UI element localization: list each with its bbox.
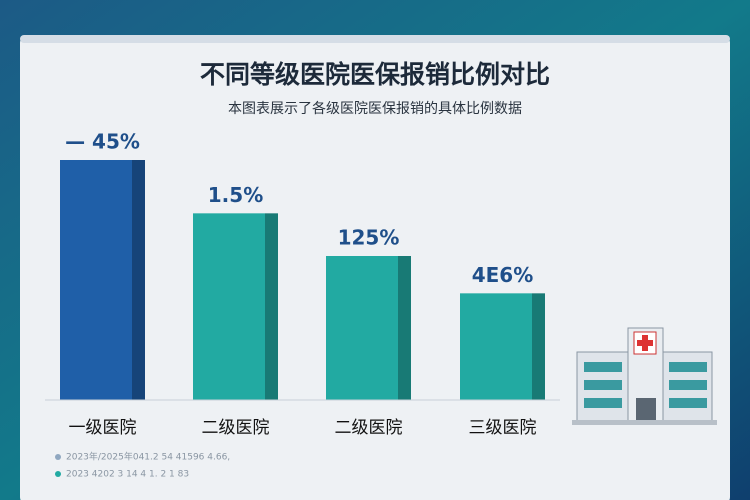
card-top (20, 35, 730, 43)
hospital-icon (572, 327, 717, 425)
chart-title: 不同等级医院医保报销比例对比 (200, 60, 550, 89)
bar-annotation: 4E6% (472, 263, 534, 287)
bar (193, 213, 265, 400)
bar (326, 256, 398, 400)
bar-side (532, 293, 545, 400)
chart-subtitle: 本图表展示了各级医院医保报销的具体比例数据 (228, 101, 522, 117)
footnote: 2023年/2025年041.2 54 41596 4.66, (66, 451, 230, 463)
bar (460, 293, 532, 400)
footnote-dot (55, 454, 61, 460)
x-tick-label: 三级医院 (469, 418, 537, 438)
x-tick-label: 二级医院 (202, 418, 270, 438)
bar-annotation: — 45% (65, 130, 140, 154)
bar-annotation: 1.5% (208, 183, 263, 207)
bar-side (265, 213, 278, 400)
x-tick-label: 一级医院 (69, 418, 137, 438)
bar-annotation: 125% (338, 226, 400, 250)
bar-side (398, 256, 411, 400)
footnote: 2023 4202 3 14 4 1. 2 1 83 (66, 470, 189, 480)
footnote-dot (55, 471, 61, 477)
bar (60, 160, 132, 400)
x-tick-label: 二级医院 (335, 418, 403, 438)
bar-side (132, 160, 145, 400)
